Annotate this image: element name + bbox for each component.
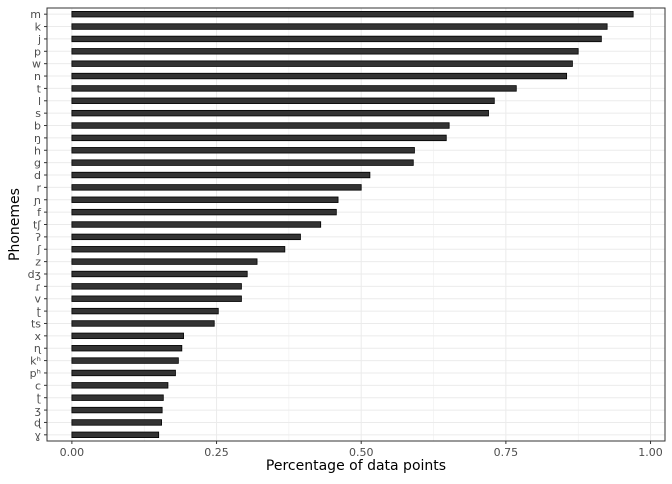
bar — [71, 332, 184, 340]
y-tick-label: ɳ — [34, 342, 42, 355]
bar — [71, 109, 489, 117]
y-tick-label: c — [35, 379, 41, 392]
bar — [71, 208, 337, 216]
bar — [71, 122, 450, 129]
bar — [71, 307, 219, 315]
bars — [71, 11, 634, 438]
y-tick-label: ɖ — [34, 416, 42, 429]
y-tick-label: x — [34, 330, 41, 343]
y-tick-label: pʰ — [30, 367, 41, 380]
y-tick-label: ʔ — [35, 231, 41, 244]
bar — [71, 171, 371, 179]
y-tick-label: k — [35, 21, 42, 34]
y-tick-label: ʈ — [37, 305, 42, 318]
bar — [71, 147, 415, 154]
bar — [71, 394, 164, 401]
y-tick-label: tʃ — [33, 219, 41, 232]
bar — [71, 159, 414, 166]
bar — [71, 23, 608, 30]
y-tick-label: m — [30, 8, 41, 21]
x-tick-label: 0.75 — [494, 446, 519, 459]
y-tick-label: j — [37, 33, 41, 46]
bar — [71, 406, 163, 414]
y-tick-label: ŋ — [34, 132, 41, 145]
y-tick-label: kʰ — [30, 355, 41, 368]
bar — [71, 233, 301, 241]
bar — [71, 357, 179, 364]
bar — [71, 60, 573, 67]
bar — [71, 270, 248, 278]
y-tick-label: r — [36, 181, 41, 194]
y-tick-label: l — [38, 95, 41, 108]
x-tick-label: 0.25 — [204, 446, 229, 459]
y-tick-label: ɲ — [33, 194, 41, 207]
x-axis-title: Percentage of data points — [266, 458, 446, 474]
x-axis-ticks: 0.00 0.25 0.50 0.75 1.00 — [60, 441, 663, 459]
y-tick-label: ʃ — [36, 243, 41, 256]
y-tick-label: ʒ — [35, 404, 41, 417]
y-tick-label: ɾ — [35, 280, 41, 293]
bar — [71, 134, 447, 142]
bar — [71, 246, 286, 253]
y-tick-label: s — [35, 107, 41, 120]
bar — [71, 258, 258, 265]
y-tick-label: n — [34, 70, 41, 83]
y-tick-label: z — [35, 256, 41, 269]
bar — [71, 97, 495, 104]
bar — [71, 85, 517, 92]
y-tick-label: ʈ — [37, 392, 42, 405]
bar — [71, 382, 169, 389]
y-tick-label: b — [34, 120, 41, 133]
bar — [71, 320, 215, 327]
bar — [71, 369, 176, 377]
y-axis-title: Phonemes — [7, 188, 23, 261]
bar — [71, 35, 602, 43]
y-tick-label: t — [37, 82, 42, 95]
bar — [71, 196, 339, 203]
y-tick-label: ts — [31, 317, 41, 330]
bar — [71, 48, 579, 55]
y-tick-label: g — [34, 157, 41, 170]
y-tick-label: dʒ — [28, 268, 41, 281]
bar — [71, 295, 242, 302]
bar — [71, 221, 322, 228]
bar — [71, 184, 362, 191]
x-tick-label: 0.00 — [60, 446, 85, 459]
bar — [71, 283, 242, 290]
y-tick-label: p — [34, 45, 41, 58]
y-tick-label: h — [34, 144, 41, 157]
bar — [71, 419, 162, 426]
y-tick-label: w — [32, 58, 41, 71]
x-tick-label: 0.50 — [349, 446, 374, 459]
bar — [71, 431, 160, 438]
y-tick-label: ɣ — [34, 429, 41, 442]
y-tick-label: v — [34, 293, 41, 306]
x-tick-label: 1.00 — [638, 446, 663, 459]
y-tick-label: d — [34, 169, 41, 182]
bar — [71, 345, 183, 352]
bar — [71, 72, 568, 80]
y-tick-label: f — [37, 206, 42, 219]
bar — [71, 11, 634, 18]
